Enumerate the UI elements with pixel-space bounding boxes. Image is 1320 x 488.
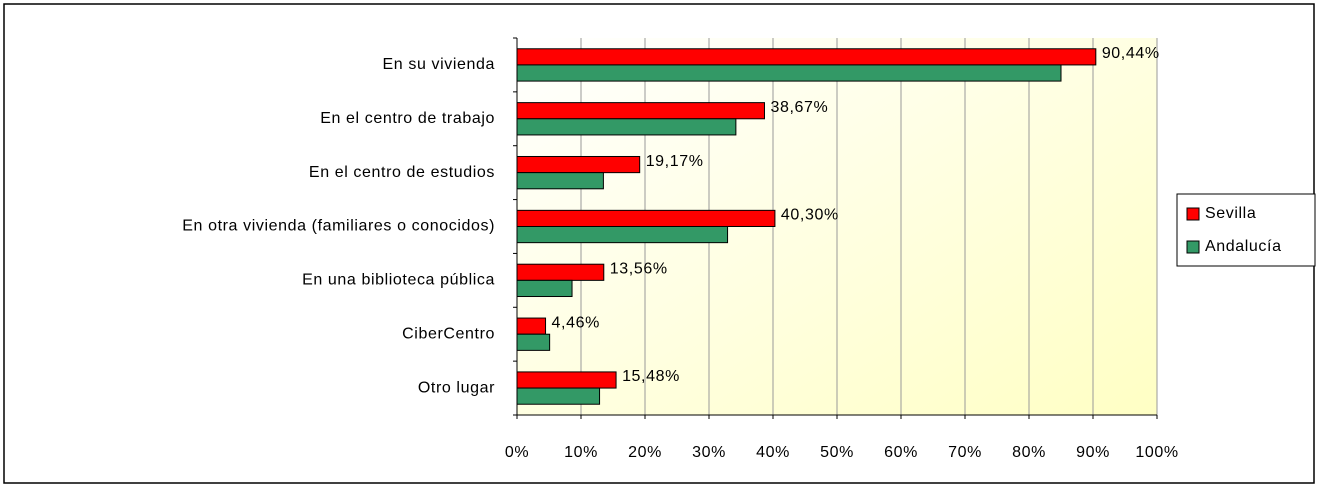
data-label: 4,46% — [552, 314, 600, 331]
bar — [516, 48, 1097, 66]
x-tick-label: 40% — [756, 444, 790, 461]
legend-box — [1176, 193, 1316, 267]
x-tick-label: 50% — [820, 444, 854, 461]
x-tick-label: 90% — [1076, 444, 1110, 461]
bar — [516, 226, 729, 244]
x-tick-label: 30% — [692, 444, 726, 461]
legend-label: Andalucía — [1205, 238, 1282, 255]
y-tick-label: En su vivienda — [383, 56, 495, 73]
bar — [516, 371, 617, 389]
legend-label: Sevilla — [1205, 205, 1256, 222]
bar — [516, 263, 605, 281]
y-tick-label: Otro lugar — [418, 379, 495, 396]
bar — [516, 333, 551, 351]
bar — [516, 64, 1062, 82]
bar — [516, 279, 573, 298]
x-tick-label: 0% — [505, 444, 529, 461]
y-tick-label: En el centro de estudios — [309, 164, 495, 181]
legend-swatch — [1186, 240, 1200, 254]
bar — [516, 387, 601, 405]
bar — [516, 118, 737, 136]
data-label: 38,67% — [770, 99, 828, 116]
legend-swatch — [1186, 207, 1200, 221]
y-tick-label: En otra vivienda (familiares o conocidos… — [182, 218, 495, 235]
bar — [516, 155, 641, 174]
y-tick-label: En el centro de trabajo — [320, 110, 495, 127]
bar — [516, 172, 604, 190]
data-label: 40,30% — [781, 207, 839, 224]
bar — [516, 209, 776, 227]
data-label: 90,44% — [1102, 45, 1160, 62]
x-tick-label: 10% — [564, 444, 598, 461]
bar — [516, 317, 547, 335]
x-tick-label: 70% — [948, 444, 982, 461]
bar — [516, 102, 765, 120]
data-label: 15,48% — [622, 368, 680, 385]
x-tick-label: 60% — [884, 444, 918, 461]
data-label: 13,56% — [610, 260, 668, 277]
data-label: 19,17% — [646, 153, 704, 170]
x-tick-label: 20% — [628, 444, 662, 461]
y-tick-label: CiberCentro — [402, 325, 495, 342]
x-tick-label: 80% — [1012, 444, 1046, 461]
y-tick-label: En una biblioteca pública — [302, 272, 495, 289]
x-tick-label: 100% — [1135, 444, 1178, 461]
